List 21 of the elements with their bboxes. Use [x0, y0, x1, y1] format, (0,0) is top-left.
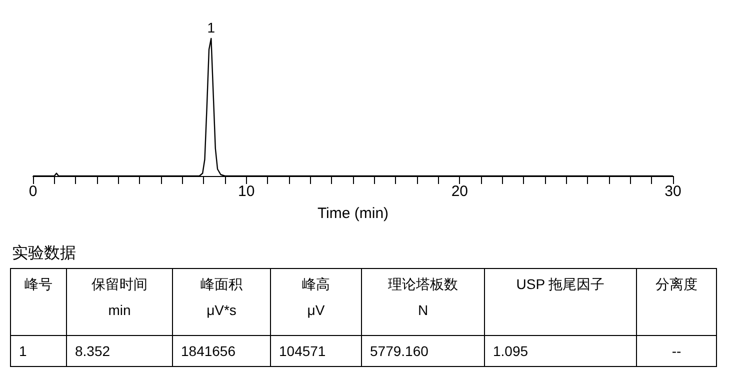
text: 1.095 [484, 336, 636, 366]
x-tick-label: 0 [28, 183, 38, 200]
text: 实验数据 [12, 244, 76, 264]
x-tick-label: 10 [238, 183, 255, 200]
text: 1 [10, 336, 66, 366]
text: 8.352 [66, 336, 172, 366]
text: 1841656 [172, 336, 270, 366]
text: 峰号 [10, 268, 66, 336]
x-axis-title: Time (min) [317, 205, 389, 222]
annotation: 1 [207, 20, 216, 36]
text: 理论塔板数 N [362, 268, 484, 336]
text: 保留时间 min [66, 268, 172, 336]
text: 分离度 [636, 268, 716, 336]
text: 峰面积 μV*s [172, 268, 270, 336]
text: 峰高 μV [270, 268, 362, 336]
text: 104571 [270, 336, 362, 366]
text: -- [636, 336, 716, 366]
text: 5779.160 [362, 336, 484, 366]
x-tick-label: 30 [664, 183, 682, 200]
text: USP 拖尾因子 [484, 268, 636, 336]
x-tick-label: 20 [451, 183, 468, 200]
